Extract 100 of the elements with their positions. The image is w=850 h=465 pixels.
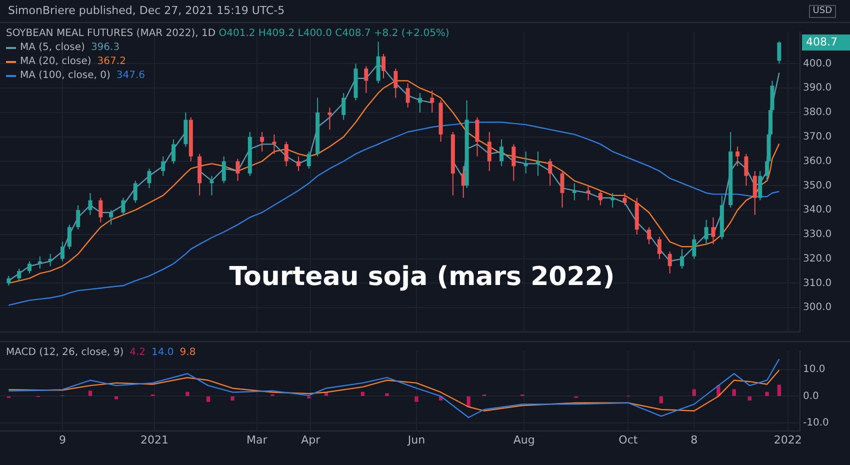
x-tick-label: Mar bbox=[246, 433, 268, 446]
candlestick bbox=[394, 68, 398, 98]
x-tick-label: Aug bbox=[513, 433, 535, 446]
candlestick bbox=[475, 116, 480, 157]
candlestick bbox=[121, 197, 126, 216]
bar bbox=[659, 396, 663, 404]
annotation: 9.8 bbox=[180, 347, 196, 358]
bar bbox=[206, 396, 210, 402]
annotation: 347.6 bbox=[116, 69, 146, 83]
candlestick bbox=[17, 268, 22, 282]
candlestick bbox=[133, 180, 138, 204]
x-tick-label: 8 bbox=[690, 433, 698, 446]
annotation: 14.0 bbox=[152, 347, 174, 358]
candlestick bbox=[328, 107, 332, 130]
candlestick bbox=[500, 138, 504, 167]
y-tick-label: 390.0 bbox=[803, 82, 832, 94]
bar bbox=[414, 396, 418, 402]
candlestick bbox=[680, 248, 684, 270]
chart-subtitle: O401.2 H409.2 L400.0 C408.7 +8.2 (+2.05%) bbox=[218, 28, 450, 39]
candlestick bbox=[147, 168, 152, 189]
y-tick-label: 330.0 bbox=[803, 229, 832, 240]
y-tick-label: 10.0 bbox=[803, 364, 826, 376]
bar bbox=[466, 396, 470, 408]
candlestick bbox=[260, 132, 264, 152]
candlestick bbox=[306, 151, 311, 170]
bar bbox=[765, 392, 769, 396]
y-tick-label: 340.0 bbox=[803, 204, 832, 216]
candlestick bbox=[28, 260, 32, 274]
x-tick-label: Apr bbox=[301, 433, 321, 446]
y-tick-label: 380.0 bbox=[803, 107, 832, 118]
y-tick-label: 0.0 bbox=[803, 390, 819, 402]
candlestick bbox=[406, 82, 410, 108]
bar bbox=[88, 390, 92, 396]
candlestick bbox=[284, 141, 288, 167]
candlestick bbox=[342, 92, 346, 120]
candlestick bbox=[736, 146, 740, 167]
legend-label: MA (100, close, 0) bbox=[20, 69, 110, 83]
legend-title: MACD (12, 26, close, 9) bbox=[6, 347, 124, 358]
candlestick bbox=[76, 204, 80, 230]
candlestick bbox=[524, 151, 528, 174]
y-tick-label: -10.0 bbox=[803, 417, 829, 428]
candlestick bbox=[161, 156, 166, 176]
candlestick bbox=[704, 219, 708, 245]
x-tick-label: Oct bbox=[618, 433, 638, 446]
candlestick bbox=[98, 197, 103, 223]
text: 408.7 bbox=[806, 35, 838, 48]
y-tick-label: 400.0 bbox=[803, 58, 832, 70]
text: SimonBriere published, Dec 27, 2021 15:19 UTC-5 bbox=[8, 4, 285, 17]
candlestick bbox=[430, 90, 434, 113]
annotation: Tourteau soja (mars 2022) bbox=[229, 262, 615, 292]
bar bbox=[692, 389, 696, 396]
candlestick bbox=[657, 236, 662, 260]
bar bbox=[777, 384, 782, 396]
candlestick bbox=[744, 153, 748, 186]
legend-label: MA (20, close) bbox=[20, 55, 92, 69]
candlestick bbox=[711, 216, 716, 245]
candlestick bbox=[622, 192, 627, 206]
x-tick-label: Jun bbox=[406, 433, 426, 446]
y-tick-label: 350.0 bbox=[803, 180, 832, 192]
x-tick-label: 2021 bbox=[140, 433, 168, 446]
candlestick bbox=[647, 226, 652, 245]
candlestick bbox=[668, 251, 672, 274]
x-tick-label: 9 bbox=[58, 433, 66, 446]
candlestick bbox=[560, 170, 564, 208]
candlestick bbox=[88, 192, 92, 216]
annotation: 396.3 bbox=[90, 41, 120, 55]
y-axis-title: USD bbox=[808, 5, 836, 18]
candlestick bbox=[222, 156, 226, 184]
bar bbox=[732, 389, 736, 396]
candlestick bbox=[586, 185, 590, 201]
candlestick bbox=[296, 156, 300, 172]
candlestick bbox=[548, 158, 552, 186]
candlestick bbox=[364, 66, 368, 94]
candlestick bbox=[572, 182, 576, 201]
candlestick bbox=[48, 253, 52, 267]
bar bbox=[748, 396, 752, 401]
y-tick-label: 360.0 bbox=[803, 156, 832, 167]
candlestick bbox=[6, 275, 11, 286]
candlestick bbox=[236, 158, 240, 182]
annotation: 367.2 bbox=[97, 55, 126, 69]
y-tick-label: 310.0 bbox=[803, 278, 832, 289]
candlestick bbox=[512, 144, 516, 182]
candlestick bbox=[67, 224, 72, 250]
y-tick-label: 300.0 bbox=[803, 302, 832, 314]
candlestick bbox=[610, 192, 615, 208]
candlestick bbox=[60, 241, 64, 262]
annotation: 4.2 bbox=[130, 347, 146, 358]
candlestick bbox=[758, 170, 762, 201]
legend-label: MA (5, close) bbox=[20, 41, 85, 55]
candlestick bbox=[777, 40, 782, 64]
candlestick bbox=[752, 170, 757, 216]
candlestick bbox=[109, 210, 114, 226]
candlestick bbox=[418, 92, 422, 113]
bar bbox=[230, 396, 234, 401]
chart-title: SOYBEAN MEAL FUTURES (MAR 2022), 1D bbox=[6, 28, 216, 39]
candlestick bbox=[487, 132, 492, 172]
candlestick bbox=[598, 190, 602, 206]
bar bbox=[360, 392, 365, 396]
y-tick-label: 370.0 bbox=[803, 131, 832, 142]
candlestick bbox=[692, 234, 696, 260]
